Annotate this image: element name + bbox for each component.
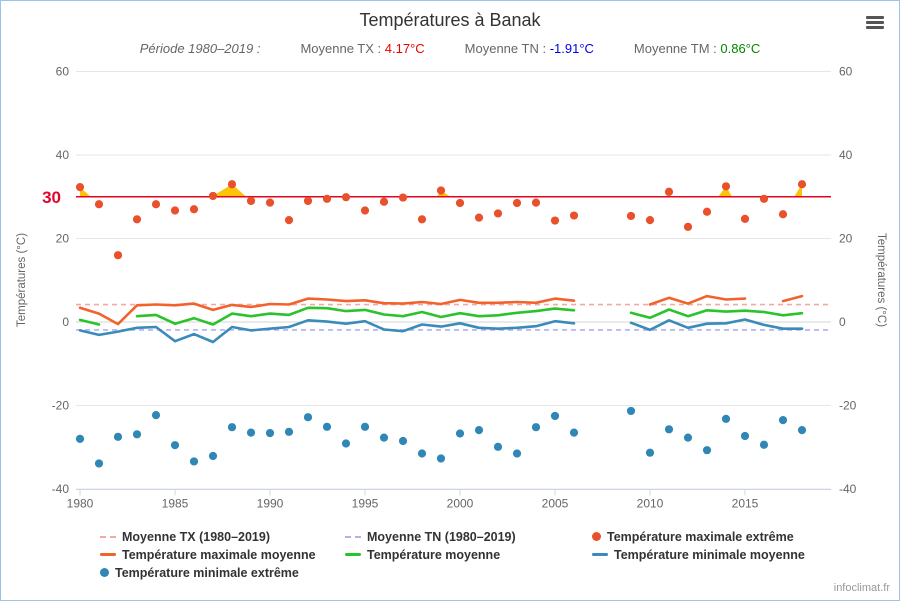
- legend-label: Température maximale extrême: [607, 529, 794, 544]
- watermark: infoclimat.fr: [833, 582, 890, 594]
- series-line-température-moyenne: [78, 306, 804, 326]
- series-line-température-maximale-moyenne: [78, 294, 804, 326]
- subtitle-tn-label: Moyenne TN :: [464, 41, 550, 56]
- menu-bar: [866, 16, 884, 19]
- svg-text:1980: 1980: [67, 497, 94, 511]
- mean-plotlines: [76, 303, 831, 331]
- svg-text:60: 60: [839, 65, 853, 79]
- menu-bar: [866, 21, 884, 24]
- legend-item-moyenne-tn[interactable]: Moyenne TN (1980–2019): [345, 528, 592, 545]
- legend-label: Température minimale extrême: [115, 565, 299, 580]
- series-scatter-température-minimale-extrême: [75, 406, 807, 468]
- threshold-line: 30: [42, 188, 831, 207]
- svg-text:2010: 2010: [637, 497, 664, 511]
- svg-text:-40: -40: [839, 482, 857, 496]
- chart-subtitle: Période 1980–2019 : Moyenne TX : 4.17°C …: [1, 41, 899, 56]
- svg-text:60: 60: [56, 65, 70, 79]
- svg-text:-20: -20: [52, 399, 70, 413]
- subtitle-tx-value: 4.17°C: [384, 41, 425, 56]
- svg-text:20: 20: [56, 232, 70, 246]
- subtitle-period: Période 1980–2019 :: [139, 41, 261, 56]
- svg-text:1995: 1995: [352, 497, 379, 511]
- legend-item-temp-moyenne[interactable]: Température moyenne: [345, 546, 592, 563]
- subtitle-tm-value: 0.86°C: [720, 41, 761, 56]
- page-title: Températures à Banak: [359, 10, 541, 30]
- legend-item-moyenne-tx[interactable]: Moyenne TX (1980–2019): [100, 528, 345, 545]
- dashed-line-icon: [100, 535, 116, 538]
- legend-label: Moyenne TN (1980–2019): [367, 529, 516, 544]
- svg-text:1985: 1985: [162, 497, 189, 511]
- subtitle-tn-value: -1.91°C: [549, 41, 594, 56]
- series-line-température-minimale-moyenne: [78, 318, 804, 344]
- subtitle-moyenne-tx: Moyenne TX : 4.17°C: [300, 41, 424, 56]
- line-icon: [100, 553, 116, 556]
- legend-label: Température maximale moyenne: [122, 547, 316, 562]
- svg-text:Températures (°C): Températures (°C): [875, 233, 887, 327]
- svg-text:Températures (°C): Températures (°C): [16, 233, 28, 327]
- svg-text:1990: 1990: [257, 497, 284, 511]
- legend-item-temp-min-extreme[interactable]: Température minimale extrême: [100, 564, 345, 581]
- chart-legend: Moyenne TX (1980–2019) Moyenne TN (1980–…: [100, 528, 884, 581]
- subtitle-moyenne-tm: Moyenne TM : 0.86°C: [634, 41, 760, 56]
- hamburger-menu-icon[interactable]: [866, 16, 884, 29]
- legend-item-temp-max-extreme[interactable]: Température maximale extrême: [592, 528, 884, 545]
- svg-text:40: 40: [56, 148, 70, 162]
- svg-text:2005: 2005: [542, 497, 569, 511]
- y-axis-labels: 60 60 40 40 20 20 0 0 -20 -20 -40 -40: [52, 65, 857, 497]
- legend-label: Température moyenne: [367, 547, 501, 562]
- dot-icon: [592, 532, 601, 541]
- y-gridlines: [76, 71, 831, 490]
- subtitle-tm-label: Moyenne TM :: [633, 41, 721, 56]
- subtitle-tx-label: Moyenne TX :: [300, 41, 385, 56]
- legend-item-temp-max-moyenne[interactable]: Température maximale moyenne: [100, 546, 345, 563]
- legend-label: Moyenne TX (1980–2019): [122, 529, 270, 544]
- svg-text:20: 20: [839, 232, 853, 246]
- menu-bar: [866, 26, 884, 29]
- svg-text:0: 0: [62, 315, 69, 329]
- dashed-line-icon: [345, 535, 361, 538]
- dot-icon: [100, 568, 109, 577]
- axis-titles: Températures (°C) Températures (°C): [16, 233, 887, 327]
- x-axis: 1980 1985 1990 1995 2000 2005 2010 2015: [67, 489, 831, 511]
- line-icon: [345, 553, 361, 556]
- svg-text:2000: 2000: [447, 497, 474, 511]
- series-scatter-température-maximale-extrême: [75, 180, 807, 260]
- svg-text:2015: 2015: [732, 497, 759, 511]
- legend-label: Température minimale moyenne: [614, 547, 805, 562]
- legend-item-temp-min-moyenne[interactable]: Température minimale moyenne: [592, 546, 884, 563]
- svg-text:-40: -40: [52, 482, 70, 496]
- svg-text:0: 0: [839, 315, 846, 329]
- svg-text:-20: -20: [839, 399, 857, 413]
- svg-text:30: 30: [42, 188, 61, 207]
- subtitle-moyenne-tn: Moyenne TN : -1.91°C: [465, 41, 594, 56]
- line-icon: [592, 553, 608, 556]
- svg-text:40: 40: [839, 148, 853, 162]
